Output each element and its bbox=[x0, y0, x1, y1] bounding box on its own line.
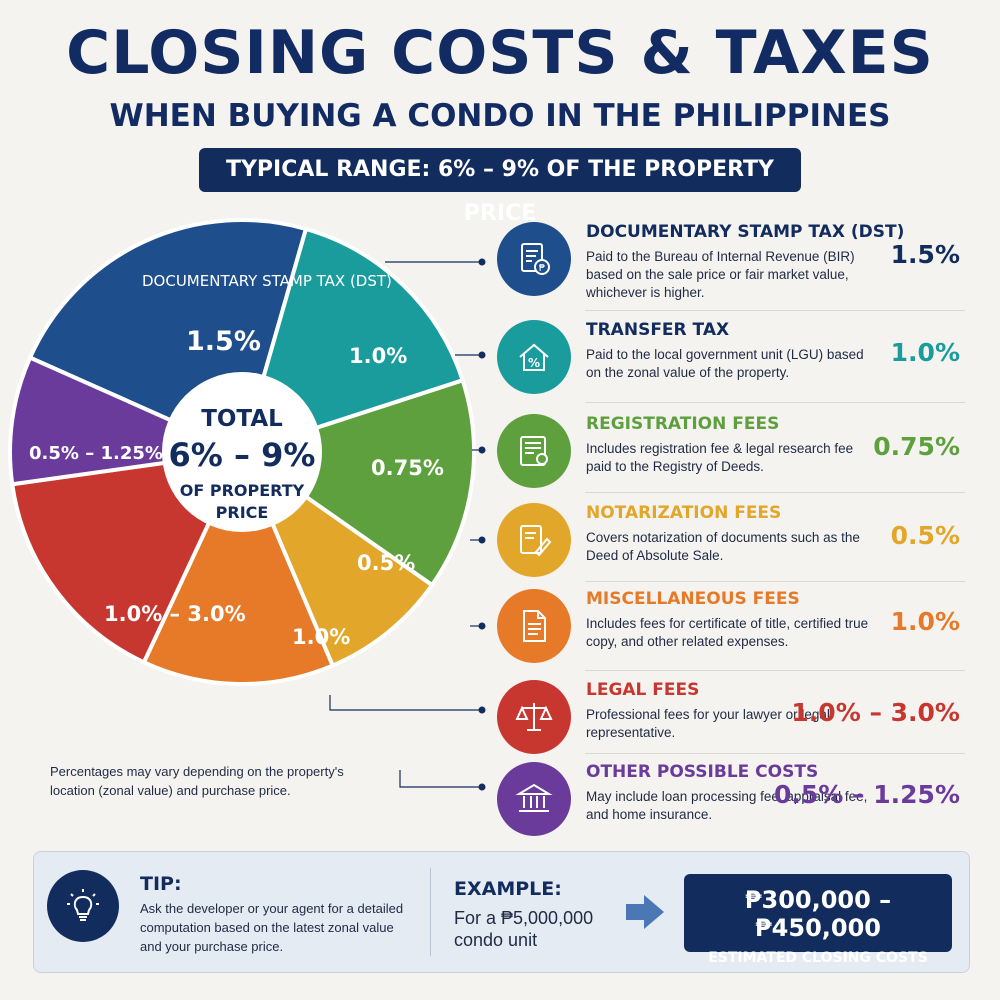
divider bbox=[585, 670, 965, 671]
donut-hole bbox=[162, 372, 322, 532]
panel-divider bbox=[430, 868, 431, 956]
tip-text: Ask the developer or your agent for a de… bbox=[140, 901, 404, 954]
pie-slice-5 bbox=[141, 447, 336, 686]
item-percent: 1.5% bbox=[890, 240, 960, 269]
item-name: NOTARIZATION FEES bbox=[586, 503, 782, 523]
divider bbox=[585, 310, 965, 311]
item-percent: 1.0% bbox=[890, 338, 960, 367]
item-name: REGISTRATION FEES bbox=[586, 414, 780, 434]
center-line3: OF PROPERTY bbox=[179, 481, 305, 500]
item-name: DOCUMENTARY STAMP TAX (DST) bbox=[586, 222, 905, 242]
total-center-label: TOTAL 6% – 9% OF PROPERTY PRICE bbox=[169, 406, 316, 524]
page-title: CLOSING COSTS & TAXES bbox=[66, 18, 934, 88]
cost-item-notarization: NOTARIZATION FEES Covers notarization of… bbox=[497, 503, 967, 579]
certificate-icon bbox=[497, 414, 571, 488]
estimate-box: ₱300,000 – ₱450,000 ESTIMATED CLOSING CO… bbox=[684, 874, 952, 966]
document-peso-icon: ₱ bbox=[497, 222, 571, 296]
center-line4: PRICE bbox=[215, 503, 269, 522]
cost-item-transfer-tax: % TRANSFER TAX Paid to the local governm… bbox=[497, 320, 967, 396]
cost-item-dst: ₱ DOCUMENTARY STAMP TAX (DST) Paid to th… bbox=[497, 222, 967, 302]
svg-text:%: % bbox=[528, 356, 540, 370]
arrow-right-icon bbox=[626, 895, 664, 929]
center-range: 6% – 9% bbox=[168, 436, 316, 474]
cost-item-other: OTHER POSSIBLE COSTS May include loan pr… bbox=[497, 762, 967, 836]
page-subtitle: WHEN BUYING A CONDO IN THE PHILIPPINES bbox=[109, 98, 891, 134]
example-text: For a ₱5,000,000 condo unit bbox=[454, 908, 594, 950]
item-name: TRANSFER TAX bbox=[586, 320, 730, 340]
slice-value-other: 0.5% – 1.25% bbox=[29, 443, 163, 464]
range-banner: TYPICAL RANGE: 6% – 9% OF THE PROPERTY P… bbox=[199, 148, 801, 226]
item-name: LEGAL FEES bbox=[586, 680, 700, 700]
scales-icon bbox=[497, 680, 571, 754]
pie-chart bbox=[8, 218, 476, 686]
estimate-label: ESTIMATED CLOSING COSTS bbox=[708, 950, 928, 966]
slice-label-dst-name: DOCUMENTARY STAMP TAX (DST) bbox=[142, 270, 392, 292]
item-desc: Includes fees for certificate of title, … bbox=[586, 616, 869, 649]
cost-item-legal: LEGAL FEES Professional fees for your la… bbox=[497, 680, 967, 754]
slice-value-notarization: 0.5% bbox=[357, 551, 416, 575]
item-percent: 1.0% – 3.0% bbox=[791, 698, 960, 727]
divider bbox=[585, 402, 965, 403]
divider bbox=[585, 753, 965, 754]
bank-icon bbox=[497, 762, 571, 836]
footnote: Percentages may vary depending on the pr… bbox=[50, 764, 344, 798]
item-name: MISCELLANEOUS FEES bbox=[586, 589, 800, 609]
pie-slice-3 bbox=[237, 377, 476, 588]
document-pen-icon bbox=[497, 503, 571, 577]
svg-text:₱: ₱ bbox=[539, 263, 545, 274]
slice-value-transfer: 1.0% bbox=[349, 344, 408, 368]
slice-value-dst: 1.5% bbox=[186, 326, 261, 357]
slice-value-misc: 1.0% bbox=[292, 625, 351, 649]
center-total: TOTAL bbox=[201, 406, 283, 432]
slice-value-legal: 1.0% – 3.0% bbox=[104, 602, 246, 626]
slice-name-dst: DOCUMENTARY STAMP TAX (DST) bbox=[142, 272, 392, 290]
example-title: EXAMPLE: bbox=[454, 878, 562, 900]
slice-value-registration: 0.75% bbox=[371, 456, 444, 480]
item-name: OTHER POSSIBLE COSTS bbox=[586, 762, 819, 782]
item-desc: May include loan processing fee, apprais… bbox=[586, 789, 868, 822]
item-percent: 0.5% bbox=[890, 521, 960, 550]
item-desc: Covers notarization of documents such as… bbox=[586, 530, 860, 563]
item-percent: 1.0% bbox=[890, 607, 960, 636]
document-icon bbox=[497, 589, 571, 663]
tip-title: TIP: bbox=[140, 873, 182, 895]
cost-item-registration: REGISTRATION FEES Includes registration … bbox=[497, 414, 967, 490]
item-desc: Paid to the local government unit (LGU) … bbox=[586, 347, 864, 380]
item-desc: Includes registration fee & legal resear… bbox=[586, 441, 854, 474]
divider bbox=[585, 492, 965, 493]
lightbulb-icon bbox=[47, 870, 119, 942]
item-percent: 0.5% – 1.25% bbox=[774, 780, 960, 809]
item-desc: Paid to the Bureau of Internal Revenue (… bbox=[586, 249, 855, 300]
item-desc: Professional fees for your lawyer or leg… bbox=[586, 707, 830, 740]
house-percent-icon: % bbox=[497, 320, 571, 394]
cost-item-misc: MISCELLANEOUS FEES Includes fees for cer… bbox=[497, 589, 967, 671]
item-percent: 0.75% bbox=[873, 432, 960, 461]
estimate-amount: ₱300,000 – ₱450,000 bbox=[744, 886, 892, 942]
divider bbox=[585, 581, 965, 582]
